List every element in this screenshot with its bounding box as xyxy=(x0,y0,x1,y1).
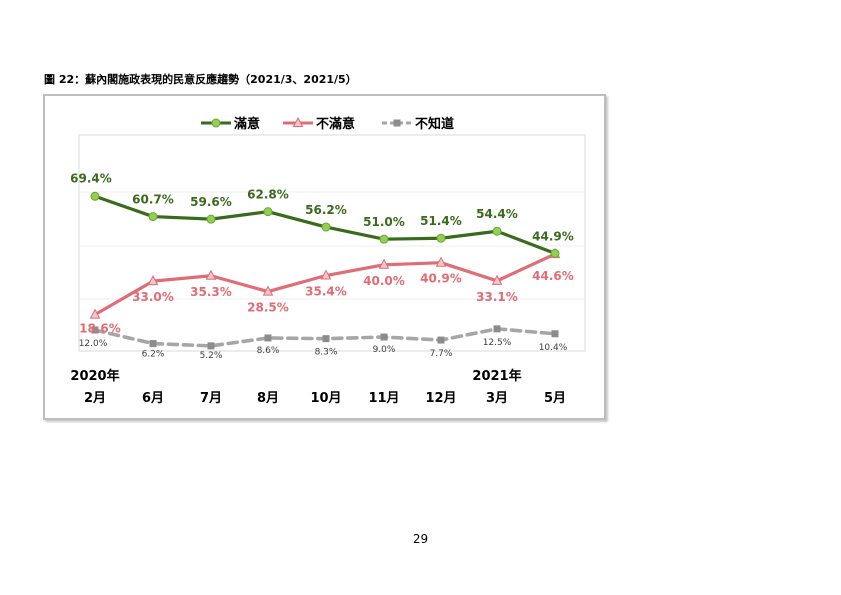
data-point-satisfied xyxy=(379,234,389,244)
data-point-satisfied xyxy=(263,207,273,217)
data-label-dissatisfied: 35.3% xyxy=(190,285,232,299)
plot-area: 12.0%6.2% 5.2% 8.6% 8.3% 9.0% 7.7%12.5% 10.4%1… xyxy=(70,134,586,361)
x-tick-label: 11月 xyxy=(368,391,399,406)
data-point-unknown xyxy=(493,325,501,333)
legend-label: 不滿意 xyxy=(316,116,355,132)
data-label-satisfied: 60.7% xyxy=(132,193,174,207)
data-label-dissatisfied: 40.9% xyxy=(420,272,462,286)
data-label-unknown: 7.7% xyxy=(430,349,453,359)
series-satisfied: 69.4% 60.7% 59.6% 62.8% 56.2% 51.0% 51.4% 54.4%… xyxy=(70,171,574,258)
chart-legend: 滿意 不滿意 不知道 xyxy=(201,116,454,132)
legend-item-satisfied: 滿意 xyxy=(201,116,260,132)
legend-label: 滿意 xyxy=(234,116,260,132)
data-point-dissatisfied xyxy=(89,308,101,319)
data-label-satisfied: 62.8% xyxy=(247,188,289,202)
data-point-dissatisfied xyxy=(435,256,447,267)
year-label: 2021年 xyxy=(472,368,521,384)
legend-label: 不知道 xyxy=(415,116,454,132)
data-point-satisfied xyxy=(321,222,331,232)
data-label-satisfied: 51.0% xyxy=(363,215,405,229)
data-label-unknown: 10.4% xyxy=(539,343,568,353)
plot-border xyxy=(78,134,586,352)
data-point-satisfied xyxy=(148,212,158,222)
data-label-unknown: 9.0% xyxy=(373,345,396,355)
data-label-unknown: 8.3% xyxy=(315,348,338,358)
data-label-unknown: 5.2% xyxy=(200,351,223,361)
legend-marker xyxy=(211,118,221,128)
data-label-unknown: 12.5% xyxy=(483,338,512,348)
data-point-dissatisfied xyxy=(262,285,274,296)
legend-item-unknown: 不知道 xyxy=(382,116,454,132)
data-label-dissatisfied: 18.6% xyxy=(79,322,121,336)
data-point-satisfied xyxy=(90,191,100,201)
x-tick-label: 3月 xyxy=(486,391,508,406)
data-label-satisfied: 51.4% xyxy=(420,214,462,228)
data-point-dissatisfied xyxy=(205,269,217,280)
data-point-unknown xyxy=(264,334,272,342)
data-point-dissatisfied xyxy=(320,269,332,280)
line-chart: 滿意 不滿意 不知道 12.0%6.2% 5.2% 8.6% 8.3% 9.0% 7.7%12… xyxy=(70,116,586,406)
x-tick-label: 8月 xyxy=(257,391,279,406)
data-point-unknown xyxy=(437,336,445,344)
page-number: 29 xyxy=(412,532,429,546)
x-tick-label: 5月 xyxy=(544,391,566,406)
legend-marker xyxy=(393,119,401,127)
figure-caption: 圖 22：蘇內閣施政表現的民意反應趨勢（2021/3、2021/5） xyxy=(44,73,357,86)
x-axis: 2020年 2021年 2月 6月 7月 8月 10月 11月 12月 3月 5月 xyxy=(70,368,566,406)
data-label-satisfied: 59.6% xyxy=(190,195,232,209)
data-point-satisfied xyxy=(550,248,560,258)
data-label-satisfied: 69.4% xyxy=(70,171,112,185)
x-tick-label: 10月 xyxy=(310,391,341,406)
series-unknown: 12.0% 6.2% 5.2% 8.6% 8.3% 9.0% 7.7% 12.5% 10.4% xyxy=(79,325,568,361)
data-label-dissatisfied: 44.6% xyxy=(532,269,574,283)
data-label-satisfied: 44.9% xyxy=(532,229,574,243)
data-point-unknown xyxy=(91,326,99,334)
data-point-dissatisfied xyxy=(491,274,503,285)
data-point-satisfied xyxy=(436,233,446,243)
year-label: 2020年 xyxy=(70,368,119,384)
x-tick-label: 6月 xyxy=(142,391,164,406)
data-label-dissatisfied: 33.1% xyxy=(476,290,518,304)
data-point-unknown xyxy=(207,342,215,350)
data-label-dissatisfied: 40.0% xyxy=(363,274,405,288)
data-point-unknown xyxy=(149,340,157,348)
data-label-dissatisfied: 35.4% xyxy=(305,285,347,299)
data-label-unknown: 12.0% xyxy=(79,339,108,349)
data-label-satisfied: 54.4% xyxy=(476,207,518,221)
data-point-unknown xyxy=(551,330,559,338)
chart-frame: 滿意 不滿意 不知道 12.0% 6.2% 5.2% 8.6% 8.3% 9.0% 7.7% 12… xyxy=(43,94,606,420)
legend-marker xyxy=(292,116,304,127)
data-label-unknown: 6.2% xyxy=(142,350,165,360)
data-label-satisfied: 56.2% xyxy=(305,203,347,217)
data-label-unknown: 8.6% xyxy=(257,346,280,356)
x-tick-label: 12月 xyxy=(425,391,456,406)
data-point-satisfied xyxy=(492,226,502,236)
x-tick-label: 2月 xyxy=(84,391,106,406)
legend-item-dissatisfied: 不滿意 xyxy=(283,116,355,132)
data-point-dissatisfied xyxy=(378,258,390,269)
data-point-dissatisfied xyxy=(147,275,159,286)
data-label-dissatisfied: 33.0% xyxy=(132,290,174,304)
x-tick-label: 7月 xyxy=(200,391,222,406)
data-label-dissatisfied: 28.5% xyxy=(247,301,289,315)
data-point-satisfied xyxy=(206,214,216,224)
data-point-unknown xyxy=(380,333,388,341)
series-dissatisfied: 18.6% 33.0% 35.3% 28.5% 35.4% 40.0% 40.9% 33.1%… xyxy=(79,248,574,336)
data-point-unknown xyxy=(322,335,330,343)
